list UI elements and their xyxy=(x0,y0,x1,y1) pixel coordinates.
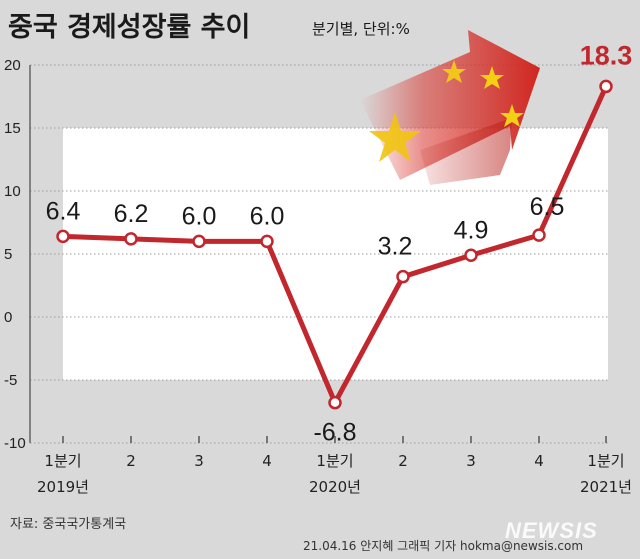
data-point xyxy=(260,234,274,249)
data-label: -6.8 xyxy=(313,419,356,447)
series-layer: 6.4 6.2 6.0 6.0 -6.8 3.2 4.9 6.5 18.3 xyxy=(46,40,633,446)
x-tick-label: 4 xyxy=(534,452,544,470)
x-tick-label: 2 xyxy=(126,452,136,470)
y-tick-label: -5 xyxy=(4,372,17,389)
data-label: 3.2 xyxy=(378,233,413,261)
data-point xyxy=(56,229,70,244)
data-point xyxy=(396,269,410,284)
plot-area: 20 15 10 5 0 -5 -10 1분기 2 3 4 1분기 2 3 4 1분기 2019년 2020년 20… xyxy=(4,57,632,496)
y-tick-label: 15 xyxy=(4,120,21,137)
x-tick-label: 3 xyxy=(194,452,204,470)
data-label: 6.0 xyxy=(182,202,217,230)
data-label: 6.5 xyxy=(530,193,565,221)
data-label: 4.9 xyxy=(454,216,489,244)
x-tick-label: 4 xyxy=(262,452,272,470)
year-label: 2019년 xyxy=(37,478,89,496)
data-point xyxy=(124,232,138,246)
y-tick-label: 0 xyxy=(4,309,12,326)
y-tick-label: -10 xyxy=(4,435,26,452)
chart-title: 중국 경제성장률 추이 xyxy=(8,12,250,43)
year-label: 2021년 xyxy=(580,478,632,496)
x-tick-label: 1분기 xyxy=(44,452,81,470)
data-point xyxy=(192,234,206,249)
china-flag-arrow-icon xyxy=(360,30,540,185)
x-tick-label: 2 xyxy=(398,452,408,470)
x-tick-label: 1분기 xyxy=(587,452,624,470)
data-label: 6.0 xyxy=(250,202,285,230)
data-label: 18.3 xyxy=(580,40,633,70)
newsis-logo: NEWSIS xyxy=(505,518,598,543)
x-tick-label: 3 xyxy=(466,452,476,470)
x-tick-label: 1분기 xyxy=(316,452,353,470)
source-note: 자료: 중국국가통계국 xyxy=(10,517,126,532)
unit-note: 분기별, 단위:% xyxy=(312,20,410,38)
y-tick-label: 10 xyxy=(4,183,21,200)
data-label: 6.4 xyxy=(46,197,81,225)
data-point xyxy=(328,395,342,410)
data-point xyxy=(464,248,478,263)
credit-line: 21.04.16 안지혜 그래픽 기자 hokma@newsis.com xyxy=(303,539,583,553)
year-label: 2020년 xyxy=(309,478,361,496)
y-tick-label: 5 xyxy=(4,246,12,263)
y-tick-label: 20 xyxy=(4,57,21,74)
data-point xyxy=(599,79,613,94)
data-label: 6.2 xyxy=(114,200,149,228)
data-point xyxy=(532,228,546,242)
